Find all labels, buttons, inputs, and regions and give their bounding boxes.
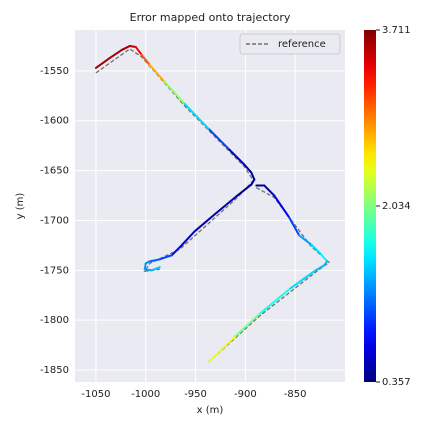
trajectory-segment — [288, 216, 301, 237]
x-tick-label: -1000 — [131, 389, 160, 400]
trajectory-segment — [243, 163, 253, 174]
x-tick-label: -950 — [184, 389, 207, 400]
trajectory-segment — [320, 253, 329, 263]
y-tick-label: -1800 — [40, 315, 69, 326]
x-axis-label: x (m) — [197, 405, 224, 416]
legend-box — [239, 33, 341, 55]
trajectory-segment — [94, 56, 111, 69]
trajectory-segment — [228, 148, 246, 166]
trajectory-segment — [313, 264, 326, 273]
trajectory-segment — [140, 53, 151, 66]
colorbar-tick-label: 2.034 — [382, 201, 411, 212]
plot-background — [75, 30, 345, 382]
y-tick-label: -1550 — [40, 66, 69, 77]
colorbar — [364, 30, 376, 382]
y-tick-label: -1700 — [40, 215, 69, 226]
x-tick-label: -1050 — [81, 389, 110, 400]
plot-layer — [94, 44, 331, 364]
trajectory-segment — [163, 80, 186, 105]
trajectory-segment — [193, 213, 216, 233]
trajectory-segment — [143, 262, 147, 271]
trajectory-segment — [298, 234, 313, 246]
trajectory-segment — [208, 336, 236, 363]
trajectory-segment — [108, 48, 123, 59]
trajectory-segment — [233, 313, 261, 339]
y-tick-label: -1650 — [40, 166, 69, 177]
trajectory-segment — [263, 184, 276, 197]
trajectory-segment — [120, 44, 131, 51]
trajectory-segment — [134, 45, 143, 56]
legend-label: reference — [278, 39, 326, 50]
x-tick-label: -850 — [284, 389, 307, 400]
reference-line — [207, 186, 331, 364]
trajectory-segment — [178, 230, 196, 249]
trajectory-segment — [273, 194, 291, 219]
colorbar-tick-label: 3.711 — [382, 25, 411, 36]
trajectory-segment — [288, 270, 316, 291]
trajectory-segment — [143, 268, 153, 272]
trajectory-segment — [158, 254, 173, 261]
trajectory-segment — [250, 171, 256, 181]
trajectory-segment — [236, 183, 253, 197]
trajectory-segment — [310, 243, 323, 256]
trajectory-segment — [170, 246, 181, 257]
trajectory-segment — [148, 258, 161, 263]
trajectory-segment — [150, 266, 161, 272]
trajectory-segment — [128, 44, 137, 48]
y-tick-label: -1750 — [40, 265, 69, 276]
chart-title: Error mapped onto trajectory — [130, 11, 291, 24]
trajectory-segment — [208, 128, 231, 151]
trajectory-segment — [183, 102, 211, 131]
y-axis-label: y (m) — [15, 193, 26, 220]
colorbar-tick-label: 0.357 — [382, 377, 411, 388]
trajectory-segment — [148, 63, 166, 83]
x-tick-label: -900 — [234, 389, 257, 400]
y-tick-label: -1850 — [40, 365, 69, 376]
y-tick-label: -1600 — [40, 116, 69, 127]
trajectory-segment — [258, 288, 291, 316]
trajectory-segment — [213, 194, 239, 216]
